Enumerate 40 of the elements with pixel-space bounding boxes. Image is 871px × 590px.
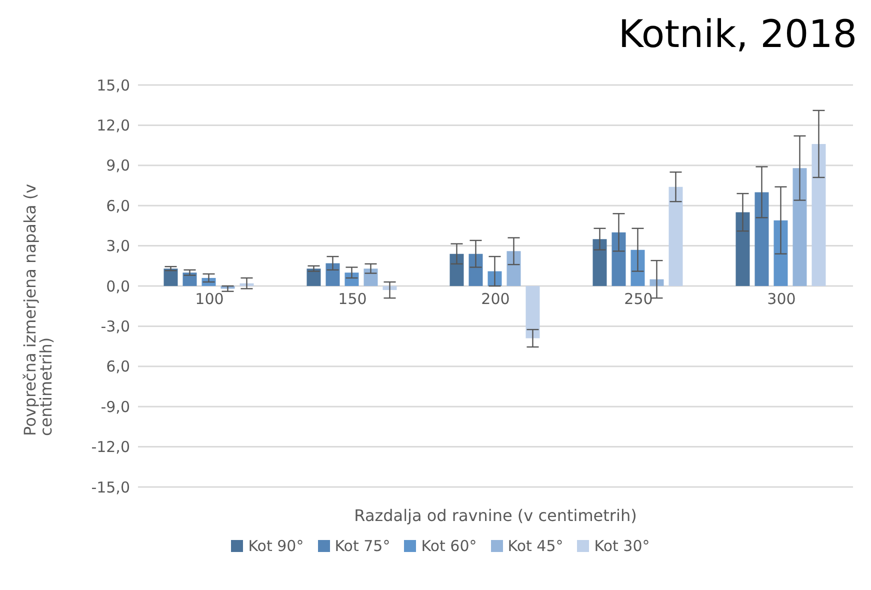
bar [326,263,340,286]
bar [164,268,178,286]
bar [364,268,378,286]
y-tick-label: -3,0 [100,318,130,336]
x-tick-label: 200 [481,290,510,308]
y-tick-label: 15,0 [96,76,130,94]
text: Kotnik, 2018 [618,12,857,56]
y-tick-label: 3,0 [106,237,130,256]
bar [306,268,321,286]
legend-label: Kot 60° [420,537,477,555]
bar [526,286,540,338]
bar [506,251,521,286]
y-axis-title: Povprečna izmerjena napaka (v centimetrih) [20,184,56,436]
y-tick-label: -12,0 [91,438,130,456]
y-tick-label: 6,0 [106,196,130,215]
bar [450,254,464,286]
bar [592,239,607,286]
x-tick-label: 250 [624,290,653,308]
bar [668,186,683,286]
x-tick-label: 150 [338,290,367,308]
y-tick-label: 6,0 [106,358,130,376]
y-tick-label: 9,0 [106,156,130,175]
y-tick-label: -15,0 [91,478,130,496]
legend-label: Kot 30° [593,537,650,555]
x-tick-label: 300 [767,290,796,308]
y-tick-label: 0,0 [106,277,130,296]
bar [468,254,483,286]
x-axis-title: Razdalja od ravnine (v centimetrih) [354,506,637,525]
bar [792,168,807,286]
bar [612,232,626,286]
bar [774,220,788,286]
y-tick-label: -9,0 [100,398,130,416]
legend-label: Kot 90° [247,537,304,555]
bar [736,212,750,286]
bar [754,192,769,286]
legend-label: Kot 75° [334,537,390,555]
legend-label: Kot 45° [506,537,564,555]
bar [812,144,826,286]
y-tick-label: 12,0 [96,116,130,135]
x-tick-label: 100 [195,290,224,308]
